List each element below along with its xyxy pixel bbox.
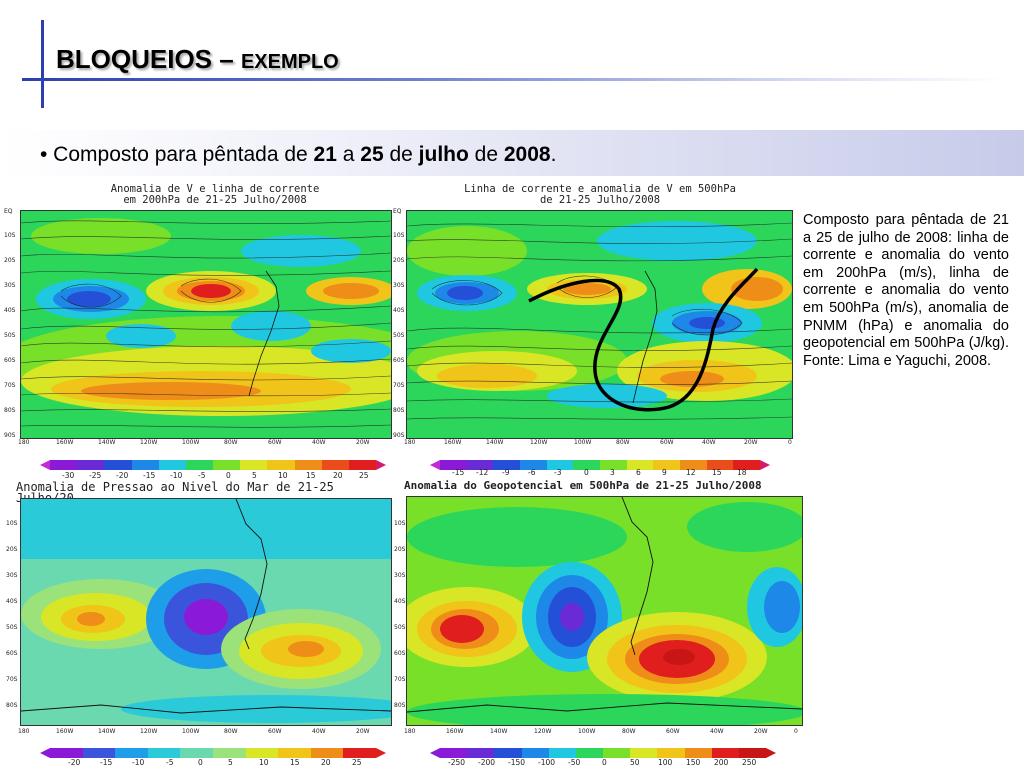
colorbar-segment <box>147 748 181 758</box>
colorbar-segment <box>212 748 246 758</box>
blocking-pattern-line <box>528 267 759 412</box>
colorbar-segment <box>603 748 631 758</box>
colorbar-segment <box>684 748 712 758</box>
colorbar-segment <box>240 460 268 470</box>
panel-200hpa-colorbar <box>40 460 386 470</box>
colorbar-segment <box>343 748 376 758</box>
panel-500hpa-map <box>406 210 793 439</box>
colorbar-segment <box>440 748 468 758</box>
bullet-sep-3: de <box>468 143 504 166</box>
bullet-sep-1: a <box>336 143 361 166</box>
panel-pnmm-colorbar <box>40 748 386 758</box>
panel-geopotential-map <box>406 496 803 726</box>
colorbar-segment <box>600 460 627 470</box>
colorbar-segment <box>77 460 105 470</box>
colorbar-segment <box>680 460 707 470</box>
colorbar-segment <box>493 460 521 470</box>
colorbar-segment <box>653 460 681 470</box>
bullet-year: 2008 <box>503 143 551 166</box>
panel-geopotential-title: Anomalia do Geopotencial em 500hPa de 21… <box>404 479 762 492</box>
colorbar-segment <box>104 460 132 470</box>
slide-title-main: BLOQUEIOS – <box>56 44 234 74</box>
colorbar-segment <box>245 748 279 758</box>
panel-500hpa-title: Linha de corrente e anomalia de V em 500… <box>430 184 770 206</box>
slide-title-sub: EXEMPLO <box>240 51 339 73</box>
slide-title: BLOQUEIOS – EXEMPLO <box>56 44 339 75</box>
colorbar-segment <box>573 460 601 470</box>
panel-500hpa-title-line1: Linha de corrente e anomalia de V em 500… <box>464 183 736 195</box>
colorbar-segment <box>348 460 377 470</box>
colorbar-segment <box>278 748 311 758</box>
colorbar-segment <box>50 748 83 758</box>
colorbar-segment <box>213 460 241 470</box>
panel-pnmm-field <box>21 499 391 725</box>
panel-pnmm-colorbar-labels: -20 -15 -10 -5 0 5 10 15 20 25 <box>68 758 362 767</box>
colorbar-segment <box>706 460 734 470</box>
colorbar-segment <box>626 460 654 470</box>
bullet-month: julho <box>418 143 469 166</box>
colorbar-segment <box>494 748 522 758</box>
colorbar-segment <box>521 748 549 758</box>
colorbar-segment <box>733 460 761 470</box>
bullet-end: . <box>550 143 557 166</box>
colorbar-segment <box>180 748 213 758</box>
colorbar-segment <box>267 460 295 470</box>
panel-200hpa-field <box>21 211 391 438</box>
title-accent-bar <box>41 20 44 108</box>
colorbar-segment <box>467 748 495 758</box>
title-underline <box>22 78 1002 81</box>
colorbar-segment <box>131 460 159 470</box>
colorbar-segment <box>466 460 494 470</box>
colorbar-segment <box>321 460 349 470</box>
colorbar-segment <box>294 460 322 470</box>
colorbar-segment <box>520 460 547 470</box>
bullet-day-end: 25 <box>360 143 384 166</box>
panel-geopotential-colorbar <box>430 748 776 758</box>
bullet-line: • Composto para pêntada de 21 a 25 de ju… <box>40 143 556 167</box>
panel-pnmm-map <box>20 498 392 726</box>
panel-500hpa-colorbar <box>430 460 770 470</box>
colorbar-segment <box>440 460 467 470</box>
bullet-sep-2: de <box>383 143 419 166</box>
panel-200hpa-map <box>20 210 392 439</box>
colorbar-segment <box>630 748 658 758</box>
panel-500hpa-colorbar-labels: -15 -12 -9 -6 -3 0 3 6 9 12 15 18 <box>452 468 747 477</box>
figure-caption: Composto para pêntada de 21 a 25 de julh… <box>803 212 1009 369</box>
colorbar-segment <box>158 460 186 470</box>
colorbar-segment <box>546 460 574 470</box>
colorbar-segment <box>711 748 739 758</box>
panel-500hpa-title-line2: de 21-25 Julho/2008 <box>539 194 661 206</box>
panel-200hpa-title-line2: em 200hPa de 21-25 Julho/2008 <box>123 194 307 206</box>
colorbar-segment <box>115 748 148 758</box>
colorbar-segment <box>657 748 685 758</box>
colorbar-segment <box>548 748 576 758</box>
colorbar-segment <box>82 748 116 758</box>
colorbar-segment <box>185 460 214 470</box>
colorbar-segment <box>575 748 604 758</box>
colorbar-segment <box>50 460 78 470</box>
colorbar-segment <box>310 748 344 758</box>
panel-500hpa-field <box>407 211 792 438</box>
colorbar-segment <box>738 748 767 758</box>
bullet-prefix: • Composto para pêntada de <box>40 143 314 166</box>
panel-200hpa-colorbar-labels: -30 -25 -20 -15 -10 -5 0 5 10 15 20 25 <box>62 471 369 480</box>
bullet-day-start: 21 <box>313 143 337 166</box>
panel-200hpa-title-line1: Anomalia de V e linha de corrente <box>110 183 320 195</box>
panel-geopotential-colorbar-labels: -250 -200 -150 -100 -50 0 50 100 150 200… <box>448 758 757 767</box>
panel-200hpa-title: Anomalia de V e linha de corrente em 200… <box>60 184 370 206</box>
bullet-band <box>0 130 1024 176</box>
panel-geopotential-field <box>407 497 802 725</box>
